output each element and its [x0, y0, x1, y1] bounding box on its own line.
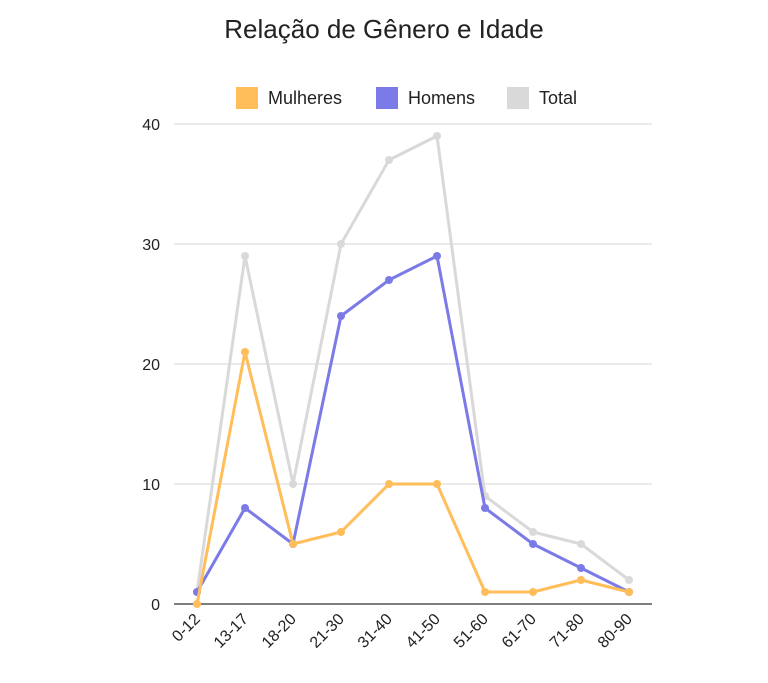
- data-point-homens: [577, 564, 585, 572]
- data-point-total: [577, 540, 585, 548]
- x-tick-label: 71-80: [547, 611, 588, 652]
- series-line-mulheres: [195, 350, 631, 606]
- data-point-total: [529, 528, 537, 536]
- series-line-homens: [195, 254, 631, 594]
- data-point-total: [433, 132, 441, 140]
- x-tick-label: 51-60: [451, 611, 492, 652]
- data-point-total: [241, 252, 249, 260]
- legend-swatch-homens: [376, 87, 398, 109]
- data-point-mulheres: [481, 588, 489, 596]
- data-point-mulheres: [241, 348, 249, 356]
- data-point-homens: [385, 276, 393, 284]
- data-point-mulheres: [625, 588, 633, 596]
- data-point-total: [337, 240, 345, 248]
- y-tick-label: 30: [142, 237, 160, 254]
- legend-label-homens: Homens: [408, 87, 476, 108]
- data-point-homens: [241, 504, 249, 512]
- legend-label-mulheres: Mulheres: [268, 87, 343, 108]
- x-tick-label: 80-90: [595, 611, 636, 652]
- data-point-homens: [337, 312, 345, 320]
- series-line-total: [195, 134, 631, 594]
- legend-swatch-mulheres: [236, 87, 258, 109]
- y-tick-label: 0: [151, 597, 160, 614]
- data-point-mulheres: [529, 588, 537, 596]
- data-point-total: [625, 576, 633, 584]
- data-point-mulheres: [385, 480, 393, 488]
- legend-item-mulheres[interactable]: Mulheres: [236, 85, 342, 111]
- x-tick-label: 0-12: [169, 611, 204, 646]
- legend-swatch-total: [507, 87, 529, 109]
- legend-item-total[interactable]: Total: [507, 85, 577, 111]
- data-point-homens: [481, 504, 489, 512]
- x-tick-label: 18-20: [259, 611, 300, 652]
- y-tick-label: 10: [142, 477, 160, 494]
- x-tick-label: 13-17: [211, 611, 252, 652]
- data-point-total: [385, 156, 393, 164]
- legend-label-total: Total: [539, 87, 578, 108]
- data-point-mulheres: [433, 480, 441, 488]
- x-tick-label: 41-50: [403, 611, 444, 652]
- data-point-homens: [529, 540, 537, 548]
- x-tick-label: 21-30: [307, 611, 348, 652]
- legend-item-homens[interactable]: Homens: [376, 85, 475, 111]
- data-point-mulheres: [193, 600, 201, 608]
- data-point-total: [289, 480, 297, 488]
- data-point-mulheres: [289, 540, 297, 548]
- y-tick-label: 40: [142, 117, 160, 134]
- data-point-mulheres: [337, 528, 345, 536]
- data-point-homens: [433, 252, 441, 260]
- chart-title: Relação de Gênero e Idade: [224, 14, 544, 44]
- y-tick-label: 20: [142, 357, 160, 374]
- data-point-mulheres: [577, 576, 585, 584]
- legend: Mulheres Homens Total: [0, 85, 768, 111]
- x-tick-label: 61-70: [499, 611, 540, 652]
- x-tick-label: 31-40: [355, 611, 396, 652]
